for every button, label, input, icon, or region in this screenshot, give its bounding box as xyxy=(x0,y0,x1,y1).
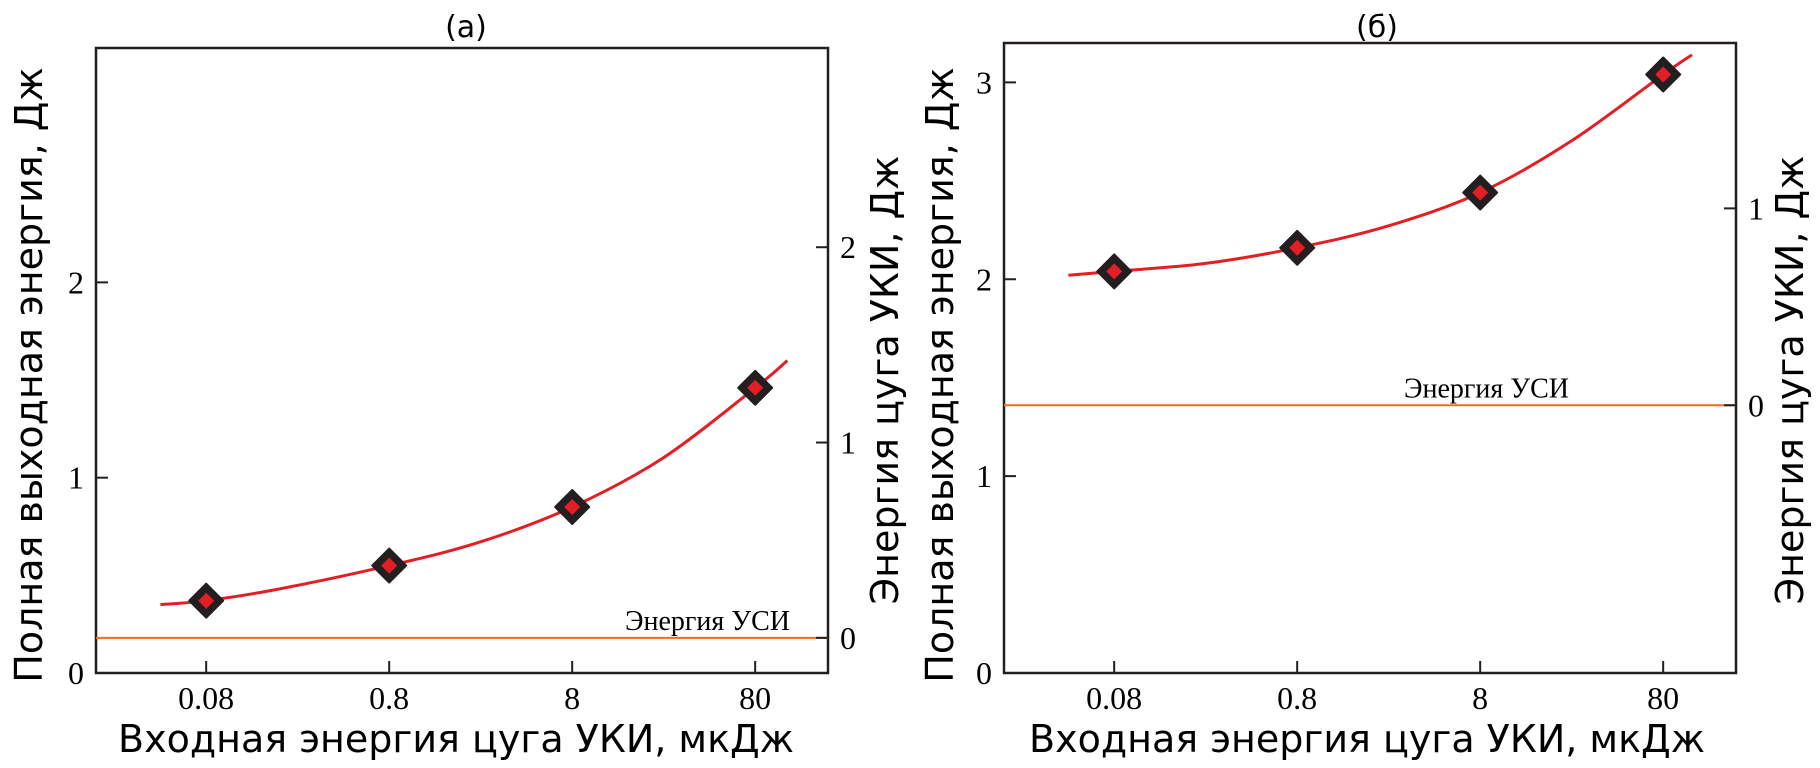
panel-a-y-tick-label: 1 xyxy=(68,460,84,496)
panel-a-fit-curve xyxy=(160,359,789,607)
panel-b-data-point-fill xyxy=(1472,184,1489,201)
panel-a-data-point xyxy=(188,582,225,619)
panel-a-data-point-fill xyxy=(747,379,764,396)
panel-b-fit-curve xyxy=(1068,53,1693,277)
panel-a-x-tick-label: 0.08 xyxy=(178,680,234,716)
panel-a-data-point-fill xyxy=(198,592,215,609)
panel-a-y-right-tick-label: 2 xyxy=(840,229,856,265)
panel-a-plot-frame xyxy=(94,46,830,675)
panel-b-data-point xyxy=(1645,56,1682,93)
panel-a-x-tick-label: 80 xyxy=(739,680,771,716)
panel-a-marks: Энергия УСИ 0.08 0.8 8 80 0 1 2 0 1 2 xyxy=(68,229,856,716)
panel-a-y-right-tick-label: 1 xyxy=(840,425,856,461)
panel-b-xlabel: Входная энергия цуга УКИ, мкДж xyxy=(1029,717,1705,761)
panel-a-reference-label: Энергия УСИ xyxy=(625,606,790,637)
panel-b-y-tick-label: 2 xyxy=(976,261,992,297)
panel-a-ylabel: Полная выходная энергия, Дж xyxy=(7,67,51,682)
chart-panel-b: (б) Полная выходная энергия, Дж Энергия … xyxy=(918,10,1812,761)
panel-b-y-right-tick-label: 1 xyxy=(1748,190,1764,226)
panel-b-data-point-fill xyxy=(1289,239,1306,256)
panel-b-x-tick-label: 80 xyxy=(1647,680,1679,716)
panel-b-x-tick-label: 8 xyxy=(1472,680,1488,716)
panel-b-marks: Энергия УСИ 0.08 0.8 8 80 0 1 2 3 0 1 xyxy=(976,53,1764,716)
panel-a-x-tick-label: 0.8 xyxy=(369,680,409,716)
panel-b-ylabel: Полная выходная энергия, Дж xyxy=(918,67,962,682)
panel-a-data-point xyxy=(737,369,774,406)
panel-b-y-tick-label: 3 xyxy=(976,64,992,100)
panel-a-data-point-fill xyxy=(381,557,398,574)
panel-a-y-tick-label: 0 xyxy=(68,655,84,691)
panel-b-data-point xyxy=(1096,253,1133,290)
panel-a-y-tick-label: 2 xyxy=(68,264,84,300)
panel-a-data-point xyxy=(371,547,408,584)
panel-b-y-right-tick-label: 0 xyxy=(1748,387,1764,423)
panel-b-data-point xyxy=(1462,174,1499,211)
panel-b-y-tick-label: 0 xyxy=(976,655,992,691)
panel-b-x-tick-label: 0.8 xyxy=(1277,680,1317,716)
panel-a-y-right-tick-label: 0 xyxy=(840,620,856,656)
panel-b-plot-frame xyxy=(1002,41,1738,675)
chart-panel-a: (a) Полная выходная энергия, Дж Энергия … xyxy=(7,10,907,761)
panel-b-x-tick-label: 0.08 xyxy=(1086,680,1142,716)
panel-a-x-tick-label: 8 xyxy=(564,680,580,716)
panel-b-data-point-fill xyxy=(1106,263,1123,280)
panel-a-ylabel-right: Энергия цуга УКИ, Дж xyxy=(863,156,907,605)
panel-b-title: (б) xyxy=(1356,10,1398,45)
panel-a-data-point-fill xyxy=(564,499,581,515)
panel-b-data-point-fill xyxy=(1655,66,1672,83)
panel-a-data-point xyxy=(554,489,591,525)
panel-b-ylabel-right: Энергия цуга УКИ, Дж xyxy=(1768,156,1812,605)
panel-b-reference-label: Энергия УСИ xyxy=(1404,373,1569,404)
panel-a-xlabel: Входная энергия цуга УКИ, мкДж xyxy=(118,717,794,761)
panel-b-data-point xyxy=(1279,229,1316,266)
panel-a-title: (a) xyxy=(445,10,487,45)
panel-b-y-tick-label: 1 xyxy=(976,458,992,494)
